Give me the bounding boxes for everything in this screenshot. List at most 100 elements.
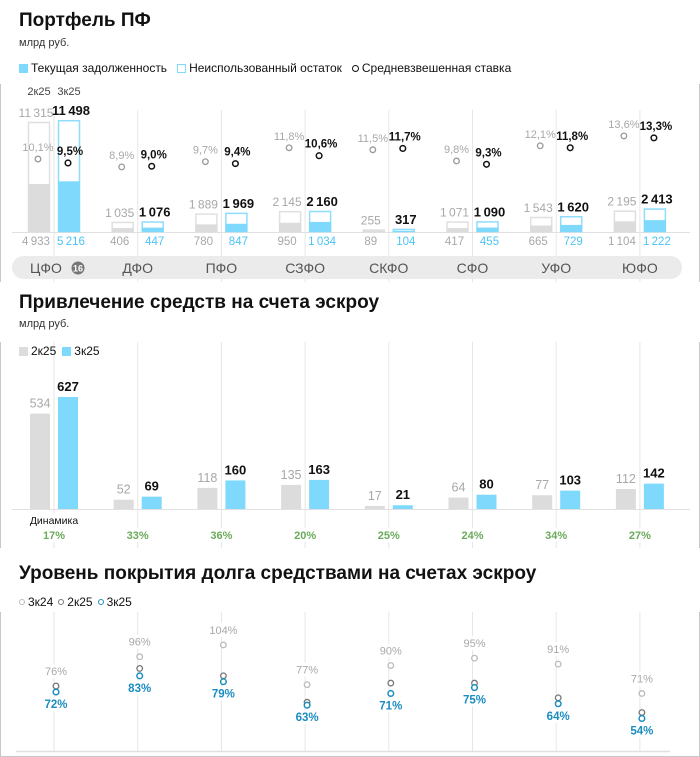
coverage-point-2k25 xyxy=(387,679,395,687)
label-limit-3k25: 1 969 xyxy=(223,196,255,211)
bar-escrow-3k25 xyxy=(58,397,78,509)
coverage-point-3k24 xyxy=(638,690,646,697)
rate-point-2k25 xyxy=(34,155,42,163)
bar-debt-3k25 xyxy=(141,227,164,232)
rate-point-2k25 xyxy=(285,144,293,152)
label-escrow-3k25: 69 xyxy=(144,479,158,494)
label-escrow-2k25: 77 xyxy=(535,478,549,492)
rate-point-3k25 xyxy=(482,160,491,168)
label-debt-3k25: 729 xyxy=(564,236,583,248)
period-label-3k25: 3к25 xyxy=(57,86,80,98)
legend-label: Неиспользованный остаток xyxy=(189,61,342,75)
label-debt-2k25: 89 xyxy=(364,236,377,248)
label-coverage-3k24: 76% xyxy=(45,666,67,678)
legend-label: Текущая задолженность xyxy=(31,61,168,75)
label-limit-3k25: 2 160 xyxy=(306,194,338,209)
label-bg xyxy=(460,692,489,707)
label-escrow-3k25: 160 xyxy=(225,462,247,477)
coverage-point-3k24 xyxy=(303,681,311,689)
ring-icon xyxy=(19,599,25,605)
legend-rate: Средневзвешенная ставка xyxy=(351,61,512,75)
dynamics-bg xyxy=(374,528,403,542)
coverage-point-3k25 xyxy=(554,700,562,708)
label-escrow-3k25: 627 xyxy=(57,379,79,394)
dynamics-label-bg xyxy=(26,513,84,526)
label-escrow-3k25: 103 xyxy=(559,473,581,488)
label-coverage-3k25: 64% xyxy=(547,711,570,723)
label-bg xyxy=(125,634,154,649)
label-bg xyxy=(460,636,489,651)
label-coverage-3k24: 71% xyxy=(631,673,653,685)
legend-3k25: 3к25 xyxy=(62,344,100,358)
label-limit-2k25: 1 035 xyxy=(105,206,134,220)
label-escrow-2k25: 64 xyxy=(452,481,466,495)
label-coverage-3k24: 104% xyxy=(209,625,237,637)
coverage-title: Уровень покрытия долга средствами на сче… xyxy=(19,563,537,584)
label-coverage-3k24: 95% xyxy=(463,638,485,650)
portfolio-title: Портфель ПФ xyxy=(19,10,151,31)
legend-label: 3к25 xyxy=(106,595,132,609)
label-coverage-3k24: 90% xyxy=(380,646,402,658)
label-coverage-3k25: 75% xyxy=(463,695,486,707)
rate-point-3k25 xyxy=(315,152,323,160)
label-bg xyxy=(293,710,322,725)
label-rate-3k25: 9,4% xyxy=(224,147,250,159)
bar-escrow-3k25 xyxy=(141,496,162,509)
header-bg xyxy=(0,548,700,612)
label-rate-2k25: 13,6% xyxy=(608,119,639,131)
bar-debt-3k25 xyxy=(225,223,248,232)
label-debt-3k25: 1 034 xyxy=(308,236,336,248)
dynamics-label: Динамика xyxy=(30,515,79,527)
label-debt-2k25: 780 xyxy=(194,236,213,248)
region-label[interactable]: УФО xyxy=(541,260,571,276)
rate-point-2k25 xyxy=(118,163,126,171)
label-escrow-2k25: 17 xyxy=(368,489,382,503)
label-bg xyxy=(125,680,154,695)
coverage-point-2k25 xyxy=(136,664,144,672)
dynamics-value: 36% xyxy=(210,530,232,542)
dynamics-bg xyxy=(123,528,152,542)
region-label[interactable]: ЦФО xyxy=(30,260,62,276)
bar-debt-2k25 xyxy=(279,222,302,232)
label-bg xyxy=(376,643,405,658)
legend-label: Средневзвешенная ставка xyxy=(361,61,512,75)
bar-debt-2k25 xyxy=(195,224,218,232)
label-limit-3k25: 2 413 xyxy=(641,192,673,207)
legend-label: 3к24 xyxy=(28,595,54,609)
bar-escrow-3k25 xyxy=(476,494,497,509)
dynamics-value: 33% xyxy=(127,530,149,542)
label-bg xyxy=(544,708,573,723)
coverage-point-2k25 xyxy=(52,682,60,690)
label-coverage-3k25: 63% xyxy=(296,712,319,724)
label-escrow-2k25: 118 xyxy=(197,471,217,485)
coverage-point-3k25 xyxy=(219,678,227,686)
bar-escrow-2k25 xyxy=(281,484,302,509)
coverage-point-3k24 xyxy=(219,641,227,649)
label-debt-3k25: 1 222 xyxy=(643,236,671,248)
label-limit-2k25: 1 071 xyxy=(440,206,469,220)
bar-debt-2k25 xyxy=(111,228,134,232)
bar-debt-2k25 xyxy=(530,225,553,232)
coverage-point-2k25 xyxy=(554,694,562,702)
bar-escrow-2k25 xyxy=(532,495,553,509)
label-limit-2k25: 11 315 xyxy=(19,106,54,120)
ring-icon xyxy=(97,599,104,605)
label-debt-2k25: 4 933 xyxy=(22,236,50,248)
region-label[interactable]: ПФО xyxy=(206,260,238,276)
region-label[interactable]: ДФО xyxy=(122,260,153,276)
region-label[interactable]: СФО xyxy=(457,260,489,276)
label-rate-3k25: 11,7% xyxy=(389,131,421,143)
swatch-outline-icon xyxy=(177,63,187,73)
bar-escrow-2k25 xyxy=(364,505,385,509)
ring-icon xyxy=(351,64,359,72)
bar-escrow-3k25 xyxy=(560,490,581,509)
label-limit-3k25: 1 090 xyxy=(474,204,506,219)
label-coverage-3k25: 71% xyxy=(379,700,402,712)
region-label[interactable]: СКФО xyxy=(369,260,408,276)
region-label[interactable]: ЮФО xyxy=(622,260,658,276)
label-escrow-2k25: 135 xyxy=(281,468,302,482)
bar-escrow-2k25 xyxy=(615,488,636,509)
region-label[interactable]: СЗФО xyxy=(285,260,325,276)
rate-point-2k25 xyxy=(369,146,377,154)
